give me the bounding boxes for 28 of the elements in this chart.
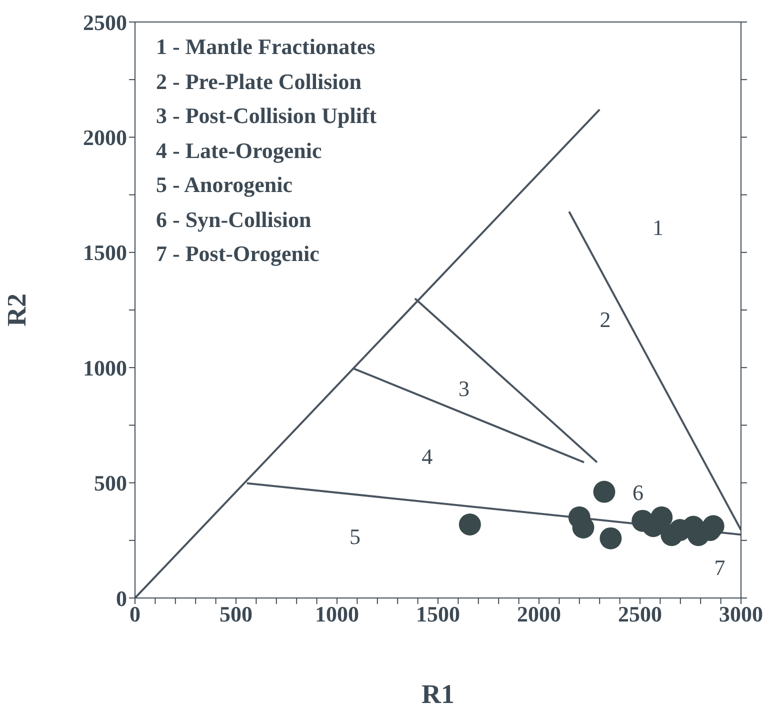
x-tick-label: 3000 (719, 602, 763, 627)
x-tick-label: 1000 (315, 602, 359, 627)
y-tick-label: 2000 (83, 125, 127, 150)
annotation: 5 - Anorogenic (156, 171, 294, 199)
x-tick-label: 1500 (416, 602, 460, 627)
annotation: 2 - Pre-Plate Collision (156, 68, 362, 96)
annotation: 4 - Late-Orogenic (156, 136, 323, 165)
annotation: 2 (600, 306, 611, 332)
y-tick-label: 1000 (83, 355, 127, 380)
annotation: 4 (422, 444, 433, 470)
annotation: 6 (632, 480, 644, 505)
annotation: 1 - Mantle Fractionates (156, 33, 376, 61)
annotation: 6 - Syn-Collision (156, 206, 312, 234)
annotation: 5 (349, 524, 360, 549)
y-tick-label: 2500 (83, 10, 127, 35)
annotation: 1 (652, 215, 664, 240)
x-tick-label: 500 (220, 602, 252, 627)
y-tick-label: 0 (116, 586, 127, 611)
y-tick-label: 1500 (83, 240, 127, 266)
x-axis-title: R1 (422, 679, 454, 709)
annotation: 3 - Post-Collision Uplift (156, 102, 377, 130)
annotation: 7 - Post-Orogenic (156, 240, 320, 268)
y-axis-title: R2 (2, 294, 32, 326)
x-tick-label: 2500 (618, 602, 662, 627)
annotation: 7 (714, 554, 726, 580)
y-tick-label: 500 (94, 470, 127, 496)
x-tick-label: 2000 (517, 602, 561, 627)
annotation: 3 (458, 376, 470, 402)
